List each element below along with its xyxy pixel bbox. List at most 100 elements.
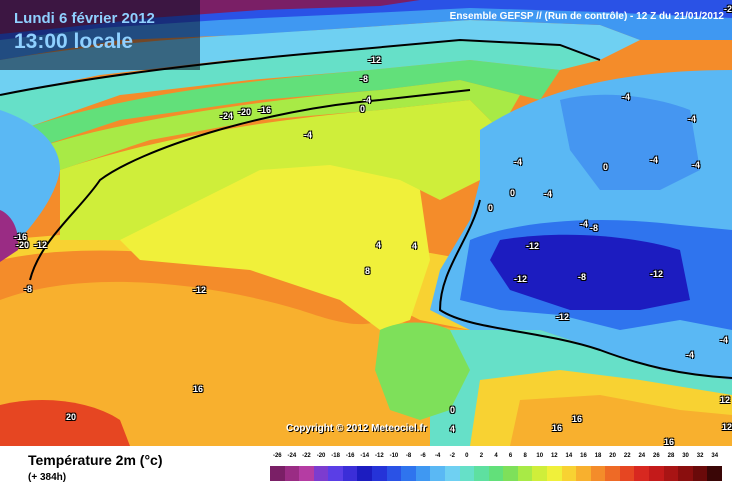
band-16 (0, 281, 480, 446)
forecast-date: Lundi 6 février 2012 (14, 10, 155, 27)
scale-swatch (444, 466, 460, 481)
isotherm-0 (0, 38, 601, 96)
isotherm-label: 16 (664, 437, 675, 447)
scale-label: 6 (508, 453, 513, 459)
band-4 (20, 60, 560, 200)
sahara (510, 395, 732, 446)
isotherm-label: -4 (514, 157, 523, 167)
scale-swatch (517, 466, 533, 481)
isotherm-label: -8 (578, 272, 587, 282)
isotherm-label: -8 (360, 74, 369, 84)
isotherm-label: 20 (66, 412, 77, 422)
isotherm-label: -8 (590, 223, 599, 233)
scale-swatch (313, 466, 329, 481)
scale-label: 26 (653, 453, 660, 459)
temperature-field (0, 0, 732, 446)
scale-swatch (649, 466, 664, 481)
scale-swatch (415, 466, 431, 481)
scale-label: 4 (494, 453, 498, 459)
isotherm-label: -12 (34, 240, 48, 250)
isotherm-label: -12 (556, 312, 570, 322)
scale-swatch (299, 466, 314, 481)
isotherm-label: -16 (258, 105, 272, 115)
scale-label: -24 (287, 453, 297, 459)
scale-label: 10 (536, 453, 544, 459)
scale-label: 30 (682, 453, 689, 459)
band-0 (0, 40, 600, 170)
tropical-red (0, 400, 130, 446)
isotherm-label: -16 (14, 232, 28, 242)
scale-swatch (284, 466, 300, 481)
isotherm-label: 0 (603, 162, 609, 172)
isotherm-label: -4 (688, 114, 697, 124)
scale-swatch (503, 466, 518, 481)
scale-label: 20 (609, 453, 616, 459)
isotherm-label: 12 (722, 422, 732, 432)
lead-time: (+ 384h) (28, 472, 67, 483)
scale-label: -14 (360, 453, 370, 459)
isotherm-label: 16 (193, 384, 204, 394)
scale-label: -12 (375, 453, 384, 459)
isotherm-west (29, 89, 471, 281)
isotherm-label: -20 (16, 240, 30, 250)
band-10 (60, 100, 500, 240)
scale-label: -18 (331, 453, 340, 459)
scale-label: 22 (623, 453, 631, 459)
scale-label: 28 (667, 453, 675, 459)
scale-label: 12 (550, 453, 558, 459)
isotherm-label: -4 (580, 219, 589, 229)
scale-swatch (270, 466, 285, 481)
isotherm-label: 0 (450, 405, 456, 415)
isotherm-label: -12 (650, 269, 664, 279)
temperature-map (0, 0, 732, 446)
isotherm-label: -4 (720, 335, 729, 345)
isotherm-label: -12 (193, 285, 207, 295)
scale-label: -22 (302, 453, 311, 459)
scale-swatch (342, 466, 358, 481)
scale-label: -16 (345, 453, 355, 459)
isotherm-label: -24 (220, 111, 234, 121)
scale-swatch (357, 466, 373, 481)
isotherm-label: -12 (368, 55, 382, 65)
scale-swatch (634, 466, 650, 481)
scale-label: -6 (420, 453, 426, 459)
west-cold (0, 110, 60, 260)
isotherm-label: 4 (412, 241, 418, 251)
iberia (375, 322, 470, 420)
scale-swatch (546, 466, 562, 481)
scale-label: 8 (523, 453, 527, 459)
band-m4 (0, 20, 640, 95)
isotherm-label: -4 (622, 92, 631, 102)
scale-label: 0 (465, 453, 469, 459)
isotherm-label: 12 (720, 395, 731, 405)
scale-label: 32 (696, 453, 704, 459)
scale-swatch (678, 466, 693, 481)
isotherm-label: 8 (365, 266, 371, 276)
legend-panel: Température 2m (°c) (+ 384h) -26 -24 -22 -2… (0, 446, 732, 488)
color-scale-bar (270, 466, 722, 481)
scale-label: 18 (594, 453, 602, 459)
scandinavia (560, 94, 700, 190)
europe-coldest (490, 234, 690, 310)
west-colder (0, 210, 19, 262)
copyright-notice: Copyright © 2012 Meteociel.fr (286, 423, 427, 434)
scale-swatch (459, 466, 475, 481)
isotherm-label: 0 (488, 203, 494, 213)
isotherm-label: 16 (572, 414, 583, 424)
isotherm-label: -4 (692, 160, 701, 170)
scale-swatch (619, 466, 635, 481)
forecast-time: 13:00 locale (14, 30, 134, 53)
run-info: Ensemble GEFSP // (Run de contrôle) - 12… (449, 11, 724, 22)
isotherm-label: -4 (544, 189, 553, 199)
isotherm-label: -4 (304, 130, 313, 140)
scale-label: 34 (711, 453, 719, 459)
scale-swatch (707, 466, 722, 481)
scale-swatch (328, 466, 343, 481)
scale-swatch (401, 466, 416, 481)
isotherm-label: 0 (360, 104, 366, 114)
scale-label: 24 (638, 453, 646, 459)
isotherm-label: 0 (510, 188, 516, 198)
isotherm-label: 4 (450, 424, 456, 434)
variable-name: Température 2m (°c) (28, 452, 163, 468)
scale-label: -4 (435, 453, 441, 459)
